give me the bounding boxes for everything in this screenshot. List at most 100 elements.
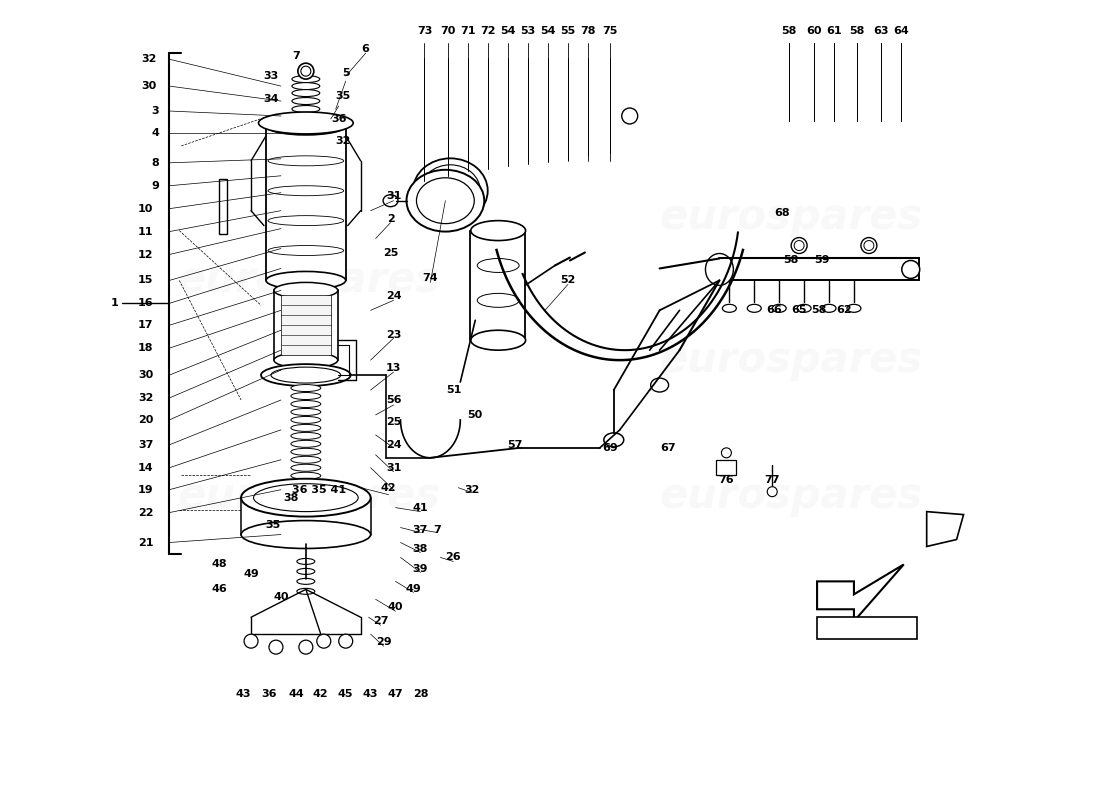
Text: 18: 18 <box>138 343 153 353</box>
Bar <box>817 618 916 639</box>
Text: 45: 45 <box>338 689 353 699</box>
Bar <box>274 290 338 360</box>
Text: 58: 58 <box>783 255 799 266</box>
Text: 36 35 41: 36 35 41 <box>292 485 345 494</box>
Ellipse shape <box>290 472 321 479</box>
Text: 72: 72 <box>481 26 496 36</box>
Ellipse shape <box>292 113 320 119</box>
Text: 47: 47 <box>387 689 404 699</box>
Ellipse shape <box>290 409 321 415</box>
Text: 21: 21 <box>138 538 153 547</box>
Ellipse shape <box>297 578 315 584</box>
Text: 62: 62 <box>836 306 851 315</box>
Text: 15: 15 <box>138 275 153 286</box>
Text: 7: 7 <box>433 525 441 534</box>
Polygon shape <box>817 565 904 622</box>
Ellipse shape <box>274 282 338 298</box>
Ellipse shape <box>420 165 481 217</box>
Text: 35: 35 <box>336 91 350 101</box>
Text: 25: 25 <box>386 417 402 427</box>
Text: 66: 66 <box>767 306 782 315</box>
Ellipse shape <box>292 82 320 90</box>
Ellipse shape <box>290 417 321 423</box>
Text: 13: 13 <box>386 363 402 373</box>
Circle shape <box>864 241 873 250</box>
Ellipse shape <box>271 367 341 383</box>
Ellipse shape <box>407 170 484 231</box>
Ellipse shape <box>772 304 786 312</box>
Circle shape <box>621 108 638 124</box>
Polygon shape <box>926 512 964 546</box>
Bar <box>266 126 345 281</box>
Circle shape <box>244 634 258 648</box>
Text: 30: 30 <box>141 81 156 91</box>
Ellipse shape <box>268 156 343 166</box>
Text: 42: 42 <box>314 689 329 699</box>
Text: 65: 65 <box>791 306 807 315</box>
Text: 32: 32 <box>464 485 480 494</box>
Ellipse shape <box>292 98 320 105</box>
Circle shape <box>317 634 331 648</box>
Circle shape <box>298 63 314 79</box>
Text: 19: 19 <box>138 485 153 494</box>
Text: 31: 31 <box>386 462 402 473</box>
Ellipse shape <box>290 448 321 455</box>
Text: 37: 37 <box>138 440 153 450</box>
Ellipse shape <box>383 194 398 206</box>
Text: 39: 39 <box>412 565 428 574</box>
Ellipse shape <box>290 393 321 399</box>
Text: 52: 52 <box>560 275 575 286</box>
Text: 43: 43 <box>363 689 378 699</box>
Text: 51: 51 <box>447 385 462 395</box>
Text: 76: 76 <box>718 474 734 485</box>
Ellipse shape <box>241 478 371 517</box>
Text: 54: 54 <box>500 26 516 36</box>
Text: 48: 48 <box>211 559 227 570</box>
Text: 26: 26 <box>446 553 461 562</box>
Text: 68: 68 <box>774 208 790 218</box>
Text: 64: 64 <box>893 26 909 36</box>
Text: 59: 59 <box>814 255 829 266</box>
Ellipse shape <box>798 304 811 312</box>
Text: 32: 32 <box>138 393 153 403</box>
Text: 55: 55 <box>560 26 575 36</box>
Text: eurospares: eurospares <box>660 474 923 517</box>
Bar <box>716 460 736 474</box>
Ellipse shape <box>290 440 321 447</box>
Text: 36: 36 <box>261 689 277 699</box>
Ellipse shape <box>268 216 343 226</box>
Text: 78: 78 <box>580 26 595 36</box>
Text: 43: 43 <box>235 689 251 699</box>
Ellipse shape <box>297 569 315 574</box>
Ellipse shape <box>290 401 321 407</box>
Text: 42: 42 <box>381 482 396 493</box>
Text: 34: 34 <box>263 94 278 104</box>
Text: 2: 2 <box>387 214 395 224</box>
Ellipse shape <box>822 304 836 312</box>
Text: 8: 8 <box>152 158 160 168</box>
Text: 10: 10 <box>138 204 153 214</box>
Text: 6: 6 <box>362 44 370 54</box>
Text: 57: 57 <box>507 440 522 450</box>
Text: 9: 9 <box>152 181 160 190</box>
Text: 40: 40 <box>273 592 288 602</box>
Text: eurospares: eurospares <box>660 196 923 238</box>
Ellipse shape <box>471 221 526 241</box>
Text: 49: 49 <box>406 584 421 594</box>
Text: 53: 53 <box>520 26 536 36</box>
Text: 58: 58 <box>781 26 796 36</box>
Ellipse shape <box>847 304 861 312</box>
Bar <box>719 258 918 281</box>
Text: eurospares: eurospares <box>177 259 440 302</box>
Text: 1: 1 <box>111 298 119 308</box>
Text: 37: 37 <box>412 525 428 534</box>
Text: 20: 20 <box>138 415 153 425</box>
Text: 3: 3 <box>152 106 160 116</box>
Text: eurospares: eurospares <box>177 474 440 517</box>
Text: 60: 60 <box>806 26 822 36</box>
Ellipse shape <box>902 261 920 278</box>
Ellipse shape <box>261 364 351 386</box>
Text: 32: 32 <box>141 54 156 64</box>
Text: 63: 63 <box>873 26 889 36</box>
Ellipse shape <box>705 254 734 286</box>
